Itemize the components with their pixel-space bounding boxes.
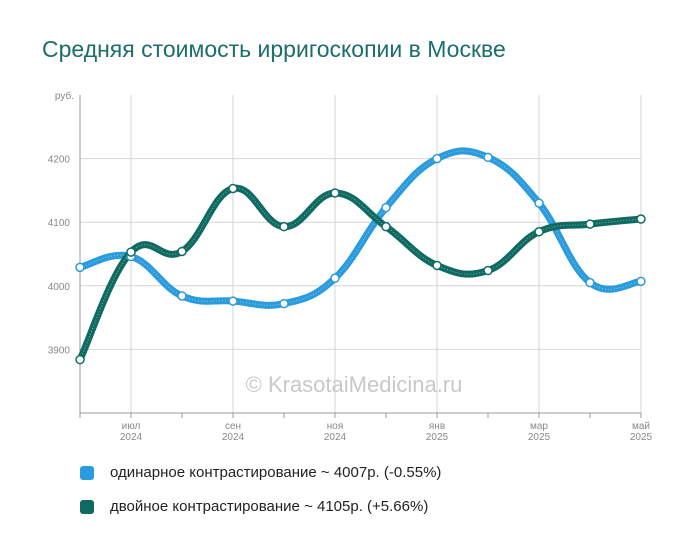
legend-item-double[interactable]: двойное контрастирование ~ 4105р. (+5.66… xyxy=(80,498,428,515)
data-point-double xyxy=(636,214,646,224)
x-tick-label-month: ноя xyxy=(327,421,344,432)
data-point-single xyxy=(432,153,442,164)
data-point-double xyxy=(177,246,187,257)
x-tick-label-year: 2025 xyxy=(528,432,551,443)
data-point-double xyxy=(381,221,391,232)
x-tick-label-year: 2024 xyxy=(222,432,245,443)
x-tick-label-year: 2024 xyxy=(120,432,143,443)
x-tick-label-year: 2025 xyxy=(630,432,653,443)
data-point-single xyxy=(177,291,187,301)
series-line-texture-double xyxy=(79,187,642,360)
data-point-single xyxy=(534,198,544,208)
y-tick-label: 3900 xyxy=(48,345,71,356)
series-line-double xyxy=(76,184,645,364)
data-point-double xyxy=(75,354,85,365)
data-point-single xyxy=(330,273,340,283)
x-tick-label-year: 2025 xyxy=(426,432,449,443)
marker-layer xyxy=(75,152,646,365)
x-tick-label-month: мар xyxy=(530,421,548,432)
data-point-single xyxy=(75,262,85,273)
grid-layer xyxy=(80,95,642,413)
data-point-double xyxy=(432,260,442,271)
axis-layer: 3900400041004200руб.июл2024сен2024ноя202… xyxy=(48,90,653,443)
legend-swatch-double xyxy=(80,499,94,514)
data-point-double xyxy=(330,188,340,198)
y-tick-label: 4100 xyxy=(48,218,71,229)
data-point-double xyxy=(483,265,493,276)
data-point-double xyxy=(585,219,595,229)
x-tick-label-month: янв xyxy=(429,421,445,432)
data-point-single xyxy=(585,277,595,288)
watermark: © KrasotaiMedicina.ru xyxy=(246,372,463,397)
data-point-single xyxy=(381,202,391,213)
x-tick-label-month: сен xyxy=(225,421,241,432)
y-tick-label: 4000 xyxy=(48,282,71,293)
data-point-double xyxy=(279,221,289,232)
legend-swatch-single xyxy=(80,465,94,480)
x-tick-label-year: 2024 xyxy=(324,432,347,443)
legend-label-double: двойное контрастирование ~ 4105р. (+5.66… xyxy=(110,498,429,515)
data-point-single xyxy=(228,296,238,306)
x-tick-label-month: май xyxy=(632,421,650,432)
data-point-single xyxy=(279,298,289,309)
legend-item-single[interactable]: одинарное контрастирование ~ 4007р. (-0.… xyxy=(80,464,441,481)
data-point-double xyxy=(228,183,238,194)
data-point-double xyxy=(126,247,136,257)
data-point-single xyxy=(636,276,646,287)
data-point-double xyxy=(534,226,544,237)
y-tick-label: 4200 xyxy=(48,155,71,166)
legend-label-single: одинарное контрастирование ~ 4007р. (-0.… xyxy=(110,464,442,481)
series-layer xyxy=(76,147,645,364)
chart-title: Средняя стоимость ирригоскопии в Москве xyxy=(42,36,506,62)
x-tick-label-month: июл xyxy=(122,421,141,432)
y-axis-unit: руб. xyxy=(55,90,74,102)
data-point-single xyxy=(483,152,493,163)
